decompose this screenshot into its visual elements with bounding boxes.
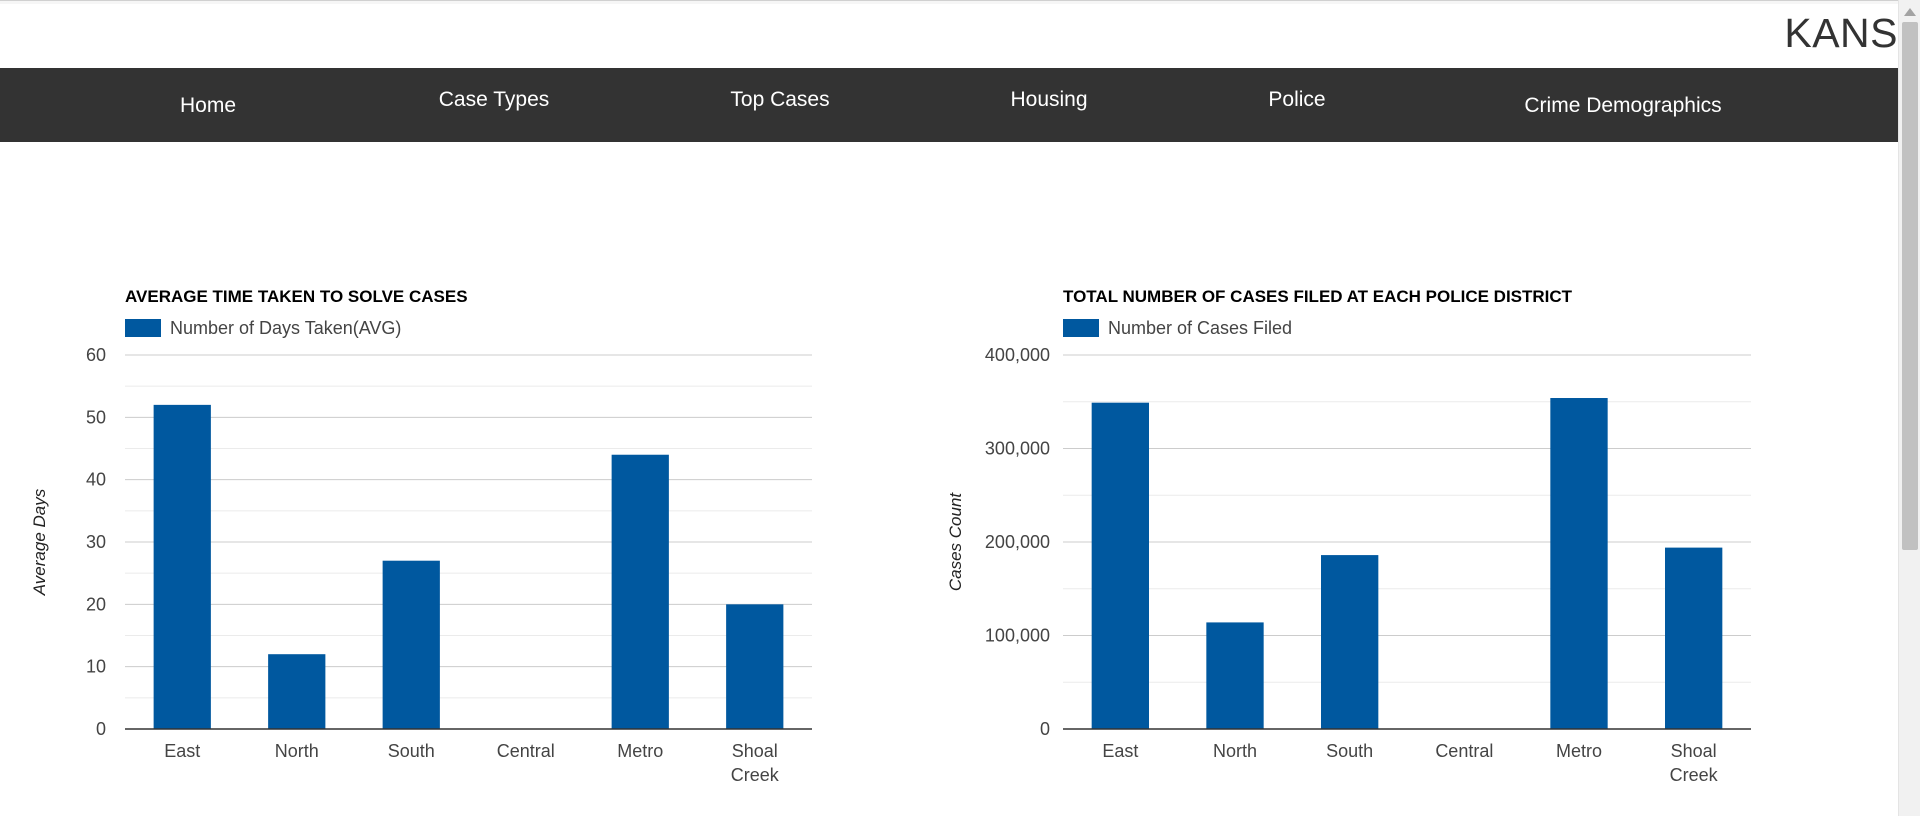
x-tick-label: Shoal Creek xyxy=(1670,741,1719,785)
nav-police[interactable]: Police xyxy=(1268,88,1326,111)
chart-title: TOTAL NUMBER OF CASES FILED AT EACH POLI… xyxy=(1063,287,1573,306)
y-tick-label: 20 xyxy=(86,594,106,614)
y-tick-label: 40 xyxy=(86,470,106,490)
y-tick-label: 0 xyxy=(1040,719,1050,739)
y-tick-label: 10 xyxy=(86,657,106,677)
y-tick-label: 30 xyxy=(86,532,106,552)
nav-case-types[interactable]: Case Types xyxy=(438,88,550,111)
x-tick-label: South xyxy=(1326,741,1373,761)
nav-crime-demographics[interactable]: Crime Demographics xyxy=(1524,94,1722,117)
y-tick-label: 300,000 xyxy=(985,439,1050,459)
x-tick-label: Central xyxy=(1435,741,1493,761)
chart-title: AVERAGE TIME TAKEN TO SOLVE CASES xyxy=(125,287,468,306)
x-tick-label: North xyxy=(1213,741,1257,761)
x-tick-label: South xyxy=(388,741,435,761)
avg-days-chart: AVERAGE TIME TAKEN TO SOLVE CASES Number … xyxy=(30,287,812,785)
x-tick-label: East xyxy=(164,741,200,761)
y-axis-label: Cases Count xyxy=(946,492,965,592)
nav-home[interactable]: Home xyxy=(179,94,237,117)
bar-shoal-creek xyxy=(726,604,784,729)
scroll-up-icon[interactable] xyxy=(1904,8,1916,16)
top-border xyxy=(0,0,1920,4)
y-tick-label: 200,000 xyxy=(985,532,1050,552)
y-tick-label: 400,000 xyxy=(985,345,1050,365)
x-tick-label: Metro xyxy=(617,741,663,761)
bar-north xyxy=(268,654,326,729)
bar-north xyxy=(1206,622,1264,729)
site-title: KANS xyxy=(1784,10,1898,56)
main-navbar: Home Case Types Top Cases Housing Police… xyxy=(0,68,1898,142)
y-axis-label: Average Days xyxy=(30,488,49,596)
y-tick-label: 100,000 xyxy=(985,626,1050,646)
bar-metro xyxy=(1550,398,1608,729)
bar-south xyxy=(382,560,440,729)
bar-metro xyxy=(611,454,669,729)
bar-south xyxy=(1321,555,1379,729)
y-tick-label: 50 xyxy=(86,407,106,427)
x-tick-label: North xyxy=(275,741,319,761)
legend-swatch xyxy=(1063,319,1099,337)
nav-housing[interactable]: Housing xyxy=(1010,88,1088,111)
legend-label: Number of Days Taken(AVG) xyxy=(170,318,401,338)
legend-label: Number of Cases Filed xyxy=(1108,318,1292,338)
scroll-thumb[interactable] xyxy=(1902,22,1918,550)
x-tick-label: Shoal Creek xyxy=(731,741,780,785)
y-tick-label: 60 xyxy=(86,345,106,365)
x-tick-label: East xyxy=(1102,741,1138,761)
bar-shoal-creek xyxy=(1665,547,1723,729)
x-tick-label: Central xyxy=(497,741,555,761)
vertical-scrollbar[interactable] xyxy=(1898,0,1920,816)
bar-east xyxy=(153,404,211,729)
bar-east xyxy=(1091,402,1149,729)
legend-swatch xyxy=(125,319,161,337)
x-tick-label: Metro xyxy=(1556,741,1602,761)
y-tick-label: 0 xyxy=(96,719,106,739)
nav-top-cases[interactable]: Top Cases xyxy=(730,88,830,111)
